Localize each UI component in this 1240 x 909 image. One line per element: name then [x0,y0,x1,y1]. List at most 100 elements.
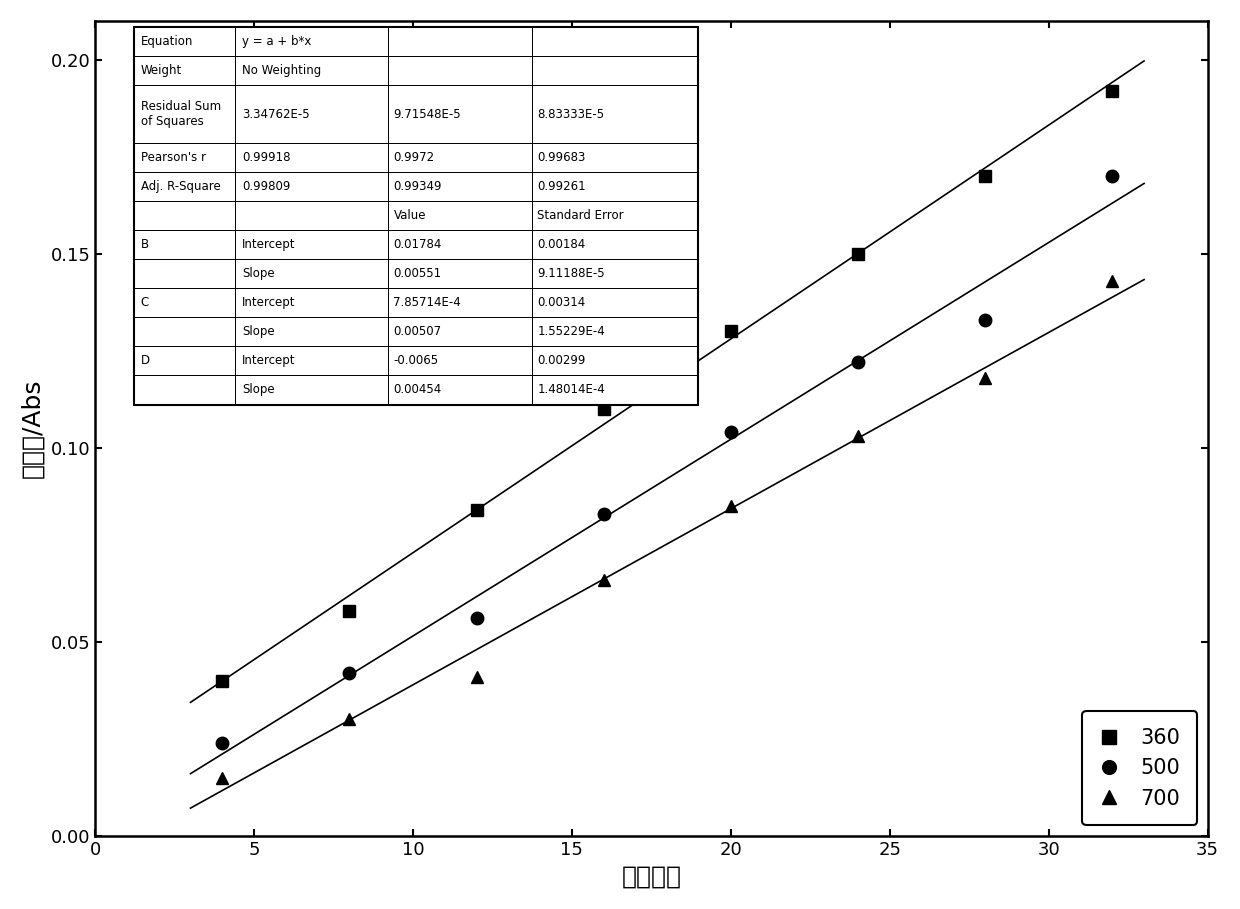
X-axis label: 组装层数: 组装层数 [621,864,682,888]
700 [469,671,484,682]
Line: 360: 360 [216,85,1118,687]
Bar [388,288,532,317]
360 [215,675,229,686]
Bar [532,202,698,230]
Line: 500: 500 [216,170,1118,749]
500 [469,613,484,624]
Bar [388,56,532,85]
Text: No Weighting: No Weighting [242,65,321,77]
Bar [134,346,236,375]
Bar [134,288,236,317]
Text: 7.85714E-4: 7.85714E-4 [393,296,461,309]
360 [977,171,992,182]
Bar [134,375,236,405]
Bar [388,144,532,173]
Bar [134,27,236,56]
Text: 9.11188E-5: 9.11188E-5 [537,267,605,280]
Text: 0.99349: 0.99349 [393,180,441,194]
Bar [236,346,388,375]
Text: Weight: Weight [140,65,182,77]
Text: 0.00314: 0.00314 [537,296,585,309]
700 [1105,275,1120,286]
700 [851,431,866,442]
700 [342,714,357,724]
Text: -0.0065: -0.0065 [393,355,439,367]
Text: Equation: Equation [140,35,193,48]
Text: 8.83333E-5: 8.83333E-5 [537,108,604,121]
Bar [236,230,388,259]
Bar [236,173,388,202]
Bar [532,173,698,202]
Bar [532,27,698,56]
Bar [532,375,698,405]
Text: Intercept: Intercept [242,238,296,252]
Bar [134,259,236,288]
Bar [532,259,698,288]
Text: Residual Sum
of Squares: Residual Sum of Squares [140,100,221,128]
Y-axis label: 吸收度/Abs: 吸收度/Abs [21,378,45,478]
Text: 0.00184: 0.00184 [537,238,585,252]
Bar [388,317,532,346]
360 [723,325,738,336]
Bar [134,85,236,144]
Bar [388,173,532,202]
360 [851,248,866,259]
Text: 0.99918: 0.99918 [242,152,290,165]
Text: Slope: Slope [242,267,275,280]
700 [215,772,229,783]
500 [1105,171,1120,182]
Bar [134,56,236,85]
Text: 1.55229E-4: 1.55229E-4 [537,325,605,338]
Text: 0.99809: 0.99809 [242,180,290,194]
Legend: 360, 500, 700: 360, 500, 700 [1083,711,1198,825]
Bar [134,317,236,346]
360 [342,605,357,616]
Bar [388,85,532,144]
700 [723,501,738,512]
Text: 0.99683: 0.99683 [537,152,585,165]
Bar [236,144,388,173]
Bar [388,202,532,230]
500 [723,426,738,437]
Bar [532,230,698,259]
Text: Standard Error: Standard Error [537,209,624,223]
500 [342,667,357,678]
Text: y = a + b*x: y = a + b*x [242,35,311,48]
Text: Intercept: Intercept [242,296,296,309]
Bar [236,375,388,405]
Bar [236,56,388,85]
Bar [388,259,532,288]
Text: D: D [140,355,150,367]
Text: Value: Value [393,209,427,223]
360 [1105,85,1120,96]
Text: 1.48014E-4: 1.48014E-4 [537,384,605,396]
Bar [134,144,236,173]
Bar [532,144,698,173]
Text: Pearson's r: Pearson's r [140,152,206,165]
Bar [388,27,532,56]
Bar [236,317,388,346]
Bar [236,85,388,144]
Bar [388,230,532,259]
Bar [236,27,388,56]
Text: Intercept: Intercept [242,355,296,367]
Bar [236,288,388,317]
Text: Slope: Slope [242,325,275,338]
Bar [388,346,532,375]
Line: 700: 700 [216,275,1118,784]
360 [596,404,611,415]
500 [851,357,866,368]
Bar [388,375,532,405]
Bar [532,56,698,85]
Text: 0.00551: 0.00551 [393,267,441,280]
360 [469,504,484,515]
500 [215,737,229,748]
Bar [134,230,236,259]
Text: 0.9972: 0.9972 [393,152,434,165]
Text: 0.00454: 0.00454 [393,384,441,396]
700 [596,574,611,585]
500 [596,508,611,519]
Bar [532,317,698,346]
Bar [236,259,388,288]
Text: 3.34762E-5: 3.34762E-5 [242,108,310,121]
